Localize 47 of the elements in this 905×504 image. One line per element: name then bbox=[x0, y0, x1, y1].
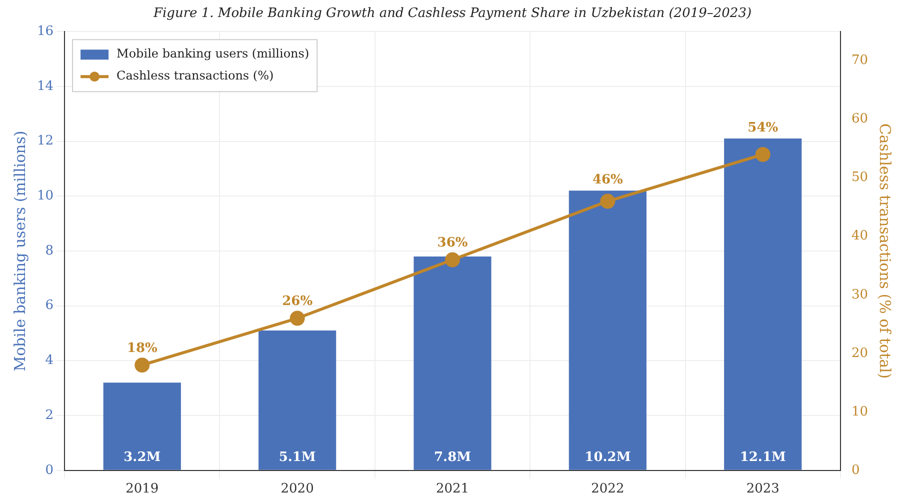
y-axis-title: Mobile banking users (millions) bbox=[10, 130, 29, 372]
point bbox=[755, 146, 770, 162]
y2-tick-label: 70 bbox=[851, 53, 868, 68]
bar bbox=[103, 382, 181, 470]
chart-title: Figure 1. Mobile Banking Growth and Cashless Payment Share in Uzbekistan (2019–2023) bbox=[152, 6, 752, 22]
data-label: 12.1M bbox=[740, 450, 786, 465]
y2-tick-label: 60 bbox=[851, 112, 868, 127]
y-tick-label: 14 bbox=[36, 78, 54, 94]
y-tick-label: 10 bbox=[36, 188, 54, 204]
bar bbox=[414, 256, 492, 470]
y2-tick-label: 30 bbox=[851, 287, 868, 302]
y2-axis-title: Cashless transactions (% of total) bbox=[876, 123, 894, 379]
y-tick-label: 12 bbox=[36, 134, 54, 149]
y-tick-label: 4 bbox=[45, 353, 54, 368]
legend-label: Mobile banking users (millions) bbox=[116, 46, 310, 61]
y2-tick-label: 20 bbox=[851, 346, 868, 361]
data-label: 5.1M bbox=[278, 450, 316, 465]
point bbox=[600, 194, 616, 209]
y-tick-label: 6 bbox=[45, 298, 54, 314]
x-tick-label: 2022 bbox=[591, 482, 624, 497]
y-tick-label: 8 bbox=[45, 243, 54, 258]
data-label: 26% bbox=[282, 294, 314, 310]
bar bbox=[258, 330, 336, 470]
y2-tick-label: 10 bbox=[851, 404, 868, 420]
y-tick-label: 16 bbox=[36, 24, 54, 39]
bar bbox=[724, 138, 802, 470]
x-tick-label: 2021 bbox=[436, 482, 470, 497]
point bbox=[134, 358, 150, 373]
y2-tick-label: 50 bbox=[851, 170, 868, 186]
x-tick-label: 2023 bbox=[746, 482, 780, 497]
y2-tick-label: 40 bbox=[851, 228, 868, 244]
y2-tick-label: 0 bbox=[851, 462, 860, 478]
point bbox=[290, 310, 305, 326]
data-label: 3.2M bbox=[124, 450, 161, 465]
y-tick-label: 0 bbox=[45, 462, 54, 478]
data-label: 18% bbox=[126, 340, 158, 356]
data-label: 46% bbox=[592, 172, 624, 188]
bar bbox=[568, 190, 646, 470]
x-tick-label: 2019 bbox=[126, 482, 159, 497]
data-label: 10.2M bbox=[584, 450, 631, 465]
data-label: 36% bbox=[437, 236, 468, 251]
data-label: 54% bbox=[748, 120, 779, 136]
legend-label: Cashless transactions (%) bbox=[116, 68, 274, 83]
x-tick-label: 2020 bbox=[280, 482, 314, 497]
y-tick-label: 2 bbox=[45, 408, 54, 423]
data-label: 7.8M bbox=[434, 450, 472, 465]
point bbox=[445, 252, 460, 268]
